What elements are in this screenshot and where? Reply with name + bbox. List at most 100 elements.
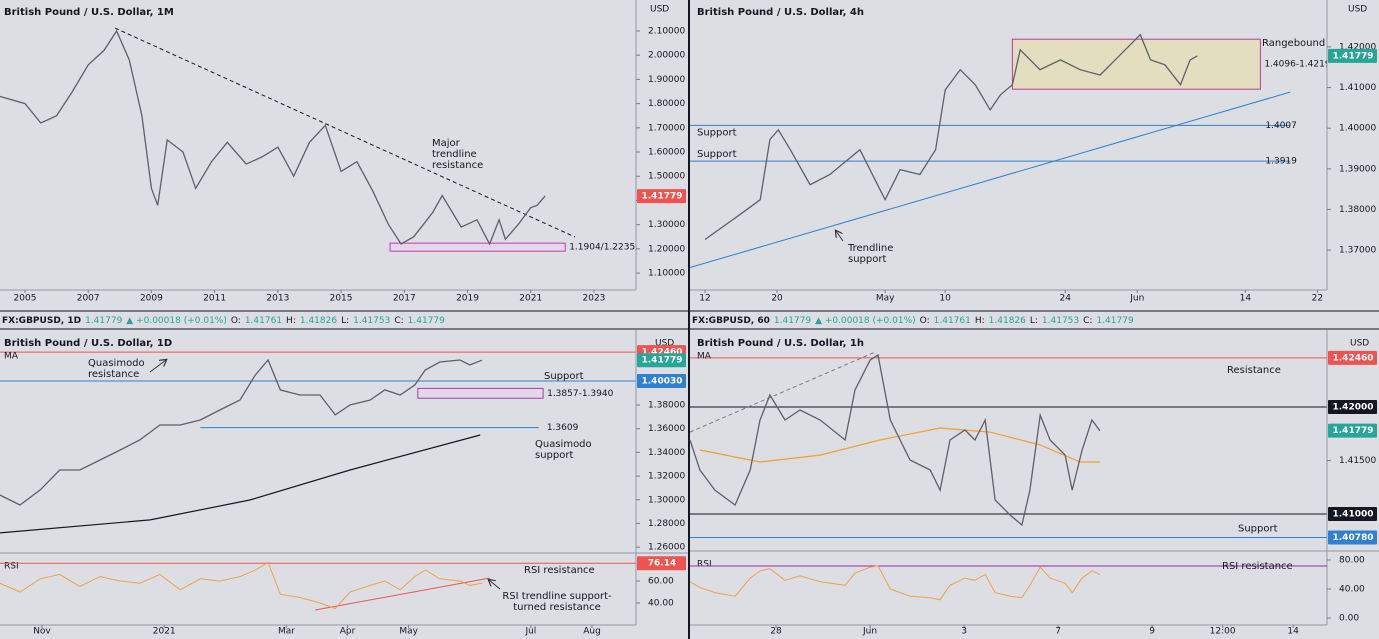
x-tick-label: 14 bbox=[1240, 294, 1252, 304]
zone bbox=[417, 387, 544, 399]
x-tick-label: 12 bbox=[699, 294, 710, 304]
x-tick-label: 2011 bbox=[203, 294, 226, 304]
level-box bbox=[1328, 400, 1377, 415]
x-tick-label: 2019 bbox=[456, 294, 479, 304]
annotation: trendline bbox=[432, 149, 477, 160]
annotation: Major bbox=[432, 138, 461, 149]
zone-label: 1.4096-1.4219 bbox=[1264, 60, 1331, 70]
level-name: Resistance bbox=[1227, 365, 1281, 376]
x-tick-label: 10 bbox=[939, 294, 951, 304]
y-tick-label: 1.60000 bbox=[648, 148, 685, 158]
price-axis bbox=[1328, 552, 1379, 625]
x-tick-label: May bbox=[876, 294, 895, 304]
y-tick-label: 1.42000 bbox=[1339, 42, 1376, 52]
symbol-bar-item: ▲ +0.00018 (+0.01%) bbox=[126, 316, 227, 326]
price-axis bbox=[636, 0, 688, 290]
last-price-box-text: 1.41779 bbox=[1333, 51, 1374, 61]
symbol-bar-item: L: bbox=[1030, 316, 1038, 326]
annotation: Quasimodo bbox=[88, 358, 145, 369]
y-tick-label: 40.00 bbox=[1339, 584, 1365, 594]
symbol-bar-item: FX:GBPUSD, 1D bbox=[2, 316, 81, 326]
annotation: RSI resistance bbox=[1222, 561, 1293, 572]
y-tick-label: 2.00000 bbox=[648, 51, 685, 61]
x-tick-label: 2007 bbox=[77, 294, 100, 304]
zone bbox=[1011, 38, 1261, 90]
annotation-arrow bbox=[149, 360, 166, 373]
level-box-text: 1.42000 bbox=[1333, 403, 1374, 413]
chart-title: British Pound / U.S. Dollar, 1D bbox=[4, 338, 172, 349]
trendline bbox=[689, 91, 1291, 269]
x-tick-label: Jun bbox=[862, 627, 877, 637]
annotation: Trendline bbox=[847, 243, 893, 254]
symbol-bar-item: ▲ +0.00018 (+0.01%) bbox=[815, 316, 916, 326]
symbol-bar-item: 1.41779 bbox=[1096, 316, 1133, 326]
annotation: Rangebound bbox=[1262, 38, 1325, 49]
currency-label: USD bbox=[1348, 5, 1367, 15]
x-tick-label: May bbox=[399, 627, 418, 637]
x-tick-label: 20 bbox=[771, 294, 783, 304]
y-tick-label: 1.80000 bbox=[648, 99, 685, 109]
moving-average bbox=[699, 427, 1100, 463]
annotation: resistance bbox=[88, 369, 139, 380]
y-tick-label: 1.30000 bbox=[648, 220, 685, 230]
x-tick-label: Apr bbox=[340, 627, 356, 637]
symbol-bar-item: C: bbox=[394, 316, 403, 326]
trendline bbox=[114, 27, 576, 238]
level-box bbox=[1328, 507, 1377, 522]
y-tick-label: 1.20000 bbox=[648, 244, 685, 254]
x-tick-label: 9 bbox=[1149, 627, 1155, 637]
symbol-bar-item: 1.41779 bbox=[85, 316, 122, 326]
symbol-bar-item: H: bbox=[975, 316, 985, 326]
x-tick-label: Aug bbox=[583, 627, 601, 637]
y-tick-label: 1.30000 bbox=[648, 495, 685, 505]
y-tick-label: 1.37000 bbox=[1339, 246, 1376, 256]
symbol-bar: FX:GBPUSD, 1D 1.41779 ▲ +0.00018 (+0.01%) O… bbox=[2, 316, 445, 326]
y-tick-label: 1.39000 bbox=[1339, 164, 1376, 174]
price-axis bbox=[1327, 0, 1379, 290]
level-box-text: 1.41000 bbox=[1333, 510, 1374, 520]
x-tick-label: 2021 bbox=[519, 294, 542, 304]
x-tick-label: 2015 bbox=[330, 294, 353, 304]
x-tick-label: 2023 bbox=[583, 294, 606, 304]
annotation: resistance bbox=[432, 160, 483, 171]
y-tick-label: 60.00 bbox=[648, 576, 674, 586]
trendline bbox=[689, 351, 876, 433]
chart-panel: 1.4096-1.4219 1.4007 Support 1.3919 Support R… bbox=[689, 0, 1379, 304]
x-tick-label: 12:00 bbox=[1210, 627, 1236, 637]
level-box bbox=[1328, 350, 1377, 365]
x-tick-label: 28 bbox=[770, 627, 782, 637]
x-tick-label: 2017 bbox=[393, 294, 416, 304]
x-tick-label: 7 bbox=[1055, 627, 1061, 637]
x-tick-label: 2021 bbox=[153, 627, 176, 637]
y-tick-label: 1.32000 bbox=[648, 472, 685, 482]
level-box bbox=[1328, 530, 1377, 545]
y-tick-label: 1.41500 bbox=[1339, 456, 1376, 466]
ma-label: MA bbox=[697, 352, 712, 362]
y-tick-label: 1.36000 bbox=[648, 424, 685, 434]
symbol-bar-item: C: bbox=[1083, 316, 1092, 326]
y-tick-label: 1.90000 bbox=[648, 75, 685, 85]
currency-label: USD bbox=[655, 339, 674, 349]
symbol-bar-item: 1.41753 bbox=[1042, 316, 1079, 326]
y-tick-label: 1.26000 bbox=[648, 543, 685, 553]
currency-label: USD bbox=[1350, 339, 1369, 349]
level-name: Support bbox=[697, 127, 737, 138]
price-line bbox=[0, 358, 483, 506]
symbol-bar: FX:GBPUSD, 60 1.41779 ▲ +0.00018 (+0.01%) O… bbox=[692, 316, 1134, 326]
rsi-line bbox=[0, 561, 483, 610]
rsi-label: RSI bbox=[697, 560, 712, 570]
rsi-resistance-box bbox=[637, 556, 686, 571]
level-box bbox=[637, 373, 686, 388]
level-box-text: 1.40780 bbox=[1333, 533, 1374, 543]
x-tick-label: 2009 bbox=[140, 294, 163, 304]
y-tick-label: 1.70000 bbox=[648, 123, 685, 133]
y-tick-label: 1.10000 bbox=[648, 269, 685, 279]
annotation: support bbox=[848, 254, 886, 265]
x-tick-label: 24 bbox=[1060, 294, 1072, 304]
level-box-text: 1.42460 bbox=[1333, 353, 1374, 363]
annotation: RSI resistance bbox=[524, 565, 595, 576]
level-box-text: 1.40030 bbox=[642, 376, 683, 386]
symbol-bar-item: 1.41761 bbox=[245, 316, 282, 326]
